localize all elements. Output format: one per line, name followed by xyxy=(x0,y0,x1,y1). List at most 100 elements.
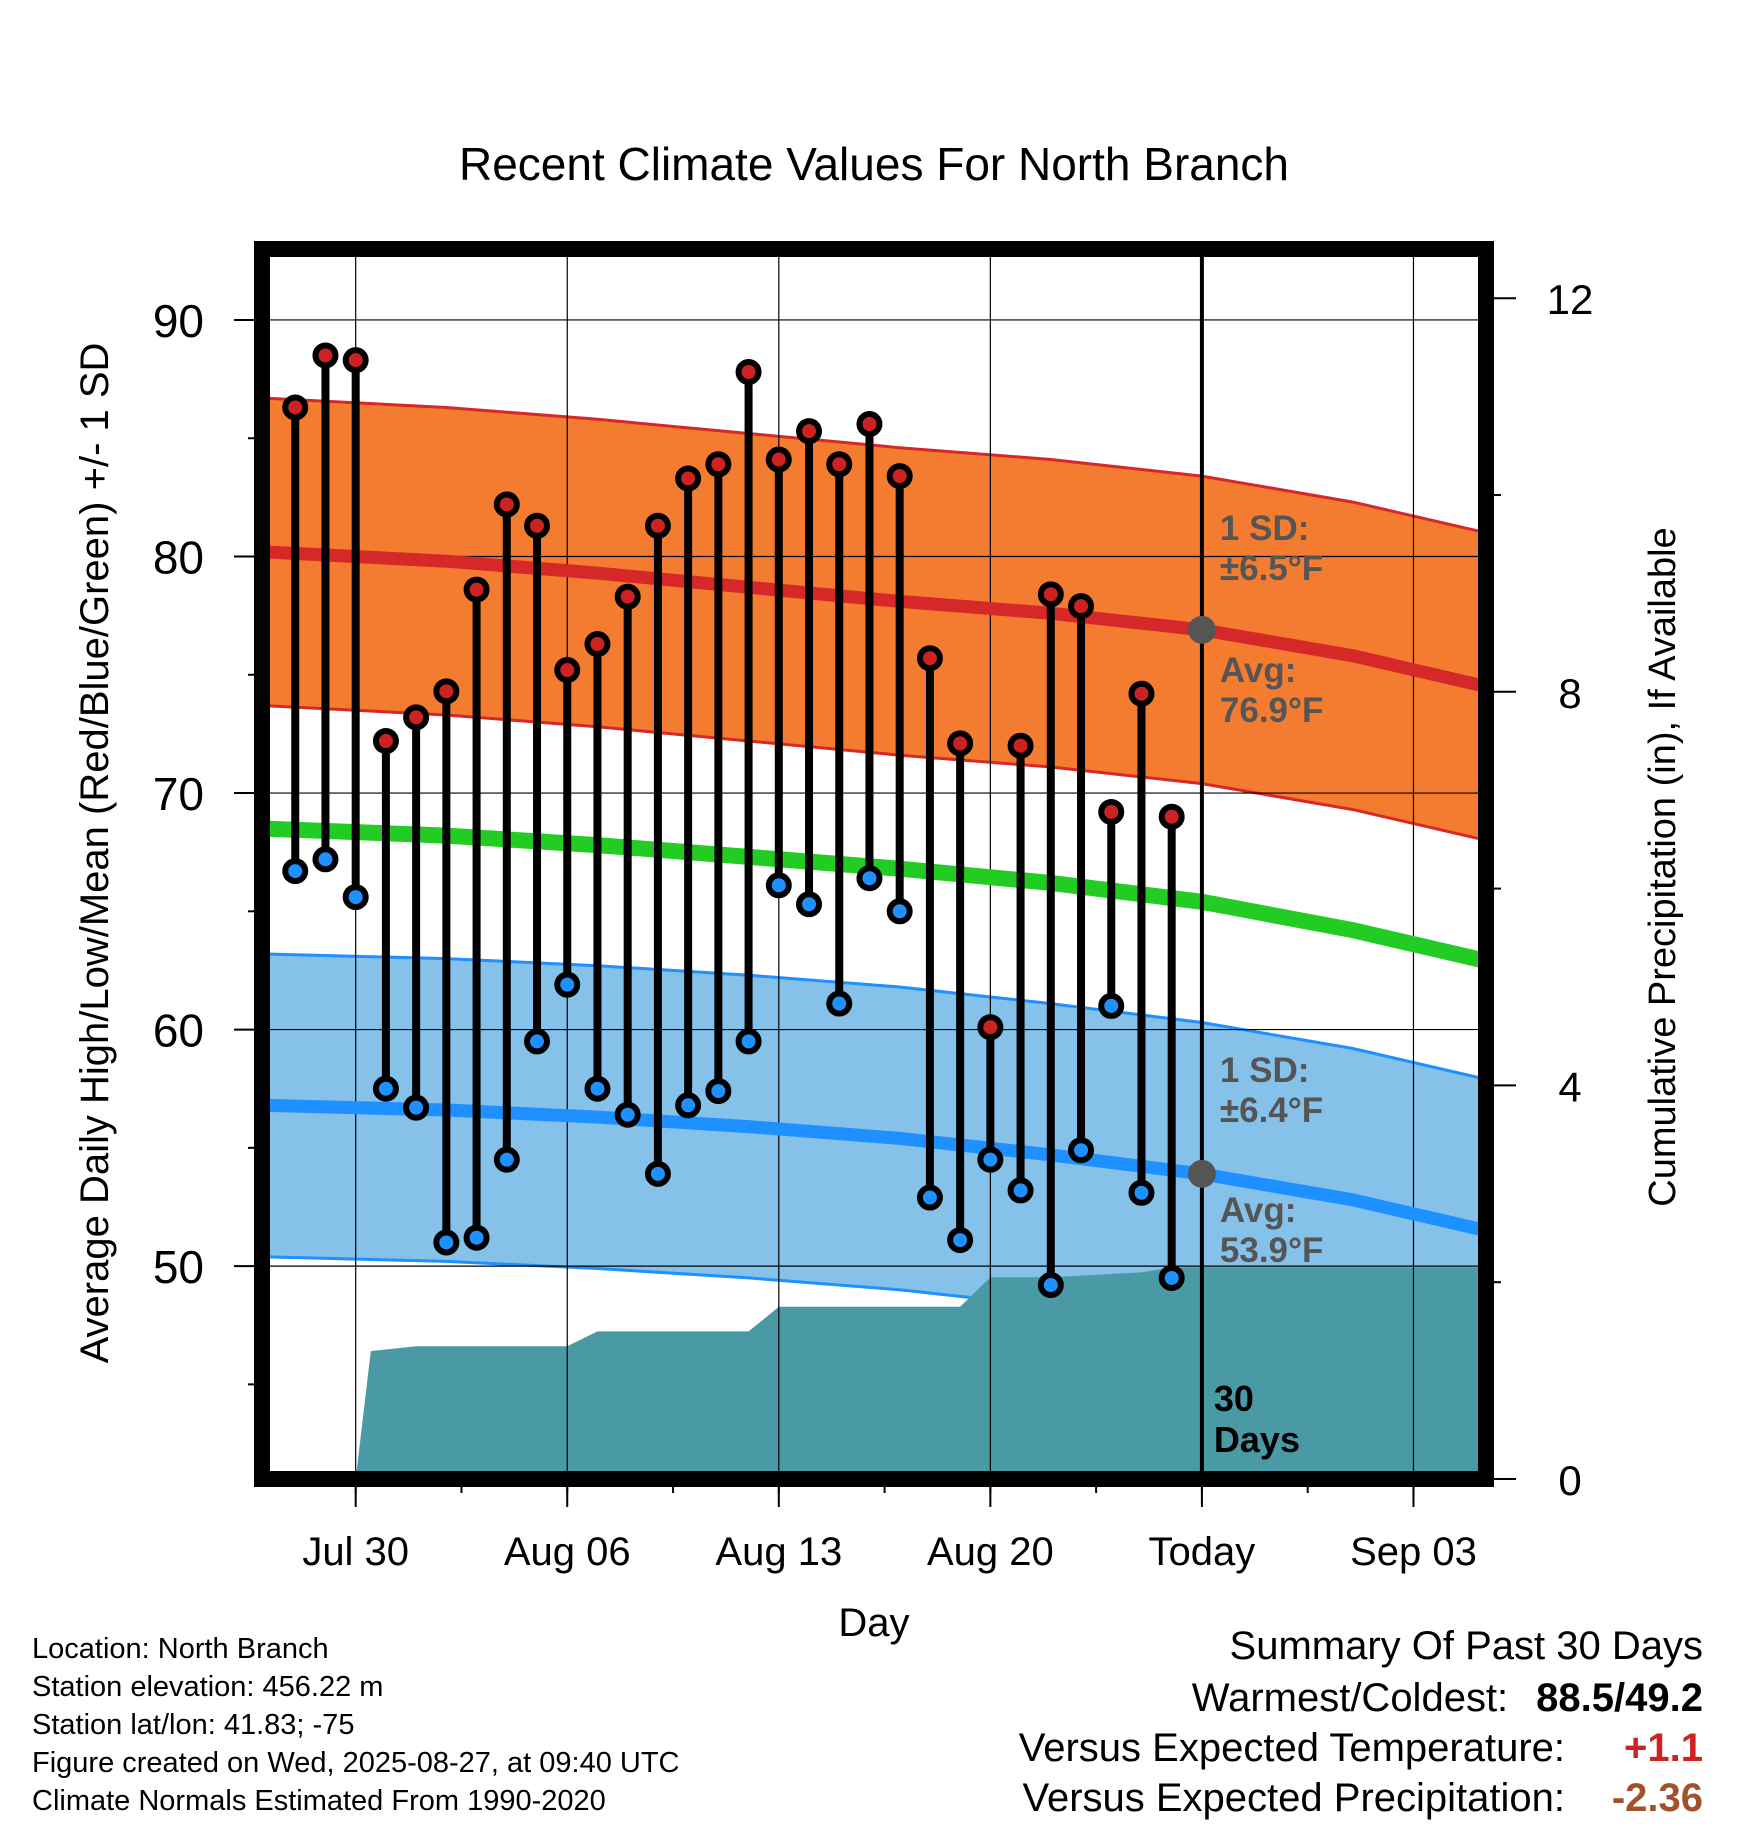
low-point xyxy=(675,1092,702,1119)
low-point xyxy=(433,1229,460,1256)
y2-tick-label: 12 xyxy=(1547,276,1594,323)
low-point xyxy=(916,1184,943,1211)
low-point xyxy=(312,846,339,873)
high-point xyxy=(1128,680,1155,707)
precip-label: Versus Expected Precipitation: xyxy=(1022,1776,1565,1820)
days-label-line1: 30 xyxy=(1214,1378,1254,1419)
y-tick-label: 70 xyxy=(153,768,204,820)
low-point xyxy=(1128,1179,1155,1206)
summary-temp-row: Versus Expected Temperature: +1.1 xyxy=(1019,1726,1703,1771)
high-point xyxy=(282,394,309,421)
x-tick-label: Aug 13 xyxy=(715,1530,842,1574)
x-tick-label: Today xyxy=(1149,1530,1256,1574)
low-point xyxy=(826,990,853,1017)
summary-precip-row: Versus Expected Precipitation: -2.36 xyxy=(1022,1776,1703,1821)
low-point xyxy=(554,971,581,998)
created-text: Figure created on Wed, 2025-08-27, at 09… xyxy=(32,1747,680,1779)
high-point xyxy=(1158,803,1185,830)
low-point xyxy=(947,1227,974,1254)
high-point xyxy=(493,491,520,518)
high-point xyxy=(312,342,339,369)
high-point xyxy=(735,359,762,385)
high-point xyxy=(433,678,460,705)
high-point xyxy=(1068,593,1095,620)
low-point xyxy=(584,1075,611,1102)
low-point xyxy=(1158,1264,1185,1291)
high-point xyxy=(342,347,369,374)
temp-label: Versus Expected Temperature: xyxy=(1018,1726,1565,1770)
low-point xyxy=(342,884,369,911)
high-point xyxy=(403,704,430,731)
low-sd-annotation-line2: ±6.4°F xyxy=(1220,1091,1323,1130)
today-low-avg-marker xyxy=(1187,1159,1216,1188)
high-point xyxy=(1037,581,1064,608)
high-point xyxy=(1098,798,1125,825)
high-point xyxy=(675,465,702,492)
low-point xyxy=(282,858,309,885)
x-tick-label: Aug 20 xyxy=(927,1530,1054,1574)
low-avg-annotation-line2: 53.9°F xyxy=(1220,1231,1324,1270)
precip-area xyxy=(325,1267,1486,1479)
y-tick-label: 90 xyxy=(153,295,204,347)
low-point xyxy=(493,1146,520,1173)
y2-tick-label: 4 xyxy=(1558,1063,1581,1110)
high-point xyxy=(705,451,732,478)
summary-warmest-row: Warmest/Coldest: 88.5/49.2 xyxy=(1192,1676,1703,1721)
high-point xyxy=(916,645,943,672)
low-avg-annotation-line1: Avg: xyxy=(1220,1191,1296,1230)
y-tick-label: 50 xyxy=(153,1241,204,1293)
low-point xyxy=(1068,1137,1095,1164)
warmest-label: Warmest/Coldest: xyxy=(1191,1676,1509,1720)
x-tick-label: Jul 30 xyxy=(302,1530,409,1574)
high-point xyxy=(886,463,913,490)
temp-value: +1.1 xyxy=(1624,1726,1703,1770)
y2-tick-label: 0 xyxy=(1558,1457,1581,1504)
low-point xyxy=(463,1224,490,1251)
low-point xyxy=(1098,992,1125,1019)
precip-value: -2.36 xyxy=(1611,1776,1703,1820)
high-sd-annotation-line1: 1 SD: xyxy=(1220,509,1309,548)
high-sd-band xyxy=(262,398,1486,841)
low-point xyxy=(1007,1177,1034,1204)
y2-axis-label: Cumulative Precipitation (in), If Availa… xyxy=(1642,527,1684,1206)
high-point xyxy=(584,631,611,658)
location-text: Location: North Branch xyxy=(32,1633,329,1665)
warmest-value: 88.5/49.2 xyxy=(1536,1676,1703,1720)
high-sd-upper-edge xyxy=(262,396,1486,535)
normals-text: Climate Normals Estimated From 1990-2020 xyxy=(32,1785,606,1817)
low-point xyxy=(977,1146,1004,1173)
high-point xyxy=(644,512,671,539)
high-point xyxy=(856,411,883,438)
today-high-avg-marker xyxy=(1187,615,1216,644)
x-axis-label: Day xyxy=(838,1601,909,1645)
plot-frame xyxy=(254,241,1494,1487)
high-point xyxy=(524,512,551,539)
low-point xyxy=(765,872,792,899)
low-point xyxy=(856,865,883,892)
low-point xyxy=(524,1028,551,1055)
y2-tick-label: 8 xyxy=(1558,670,1581,717)
low-point xyxy=(796,891,823,918)
elevation-text: Station elevation: 456.22 m xyxy=(32,1671,384,1703)
station-info: Location: North Branch Station elevation… xyxy=(32,1630,680,1820)
y-tick-label: 60 xyxy=(153,1005,204,1057)
low-point xyxy=(1037,1272,1064,1299)
high-point xyxy=(765,446,792,473)
y-tick-label: 80 xyxy=(153,532,204,584)
x-tick-label: Sep 03 xyxy=(1350,1530,1477,1574)
high-sd-annotation-line2: ±6.5°F xyxy=(1220,549,1323,588)
chart-title: Recent Climate Values For North Branch xyxy=(459,138,1289,190)
low-point xyxy=(403,1094,430,1121)
low-sd-upper-edge xyxy=(262,952,1486,1081)
low-point xyxy=(886,898,913,925)
high-point xyxy=(463,576,490,603)
low-point xyxy=(735,1028,762,1055)
x-tick-label: Aug 06 xyxy=(504,1530,631,1574)
low-point xyxy=(614,1101,641,1128)
days-label-line2: Days xyxy=(1214,1419,1300,1460)
high-point xyxy=(977,1014,1004,1041)
high-point xyxy=(796,418,823,445)
low-point xyxy=(644,1160,671,1187)
